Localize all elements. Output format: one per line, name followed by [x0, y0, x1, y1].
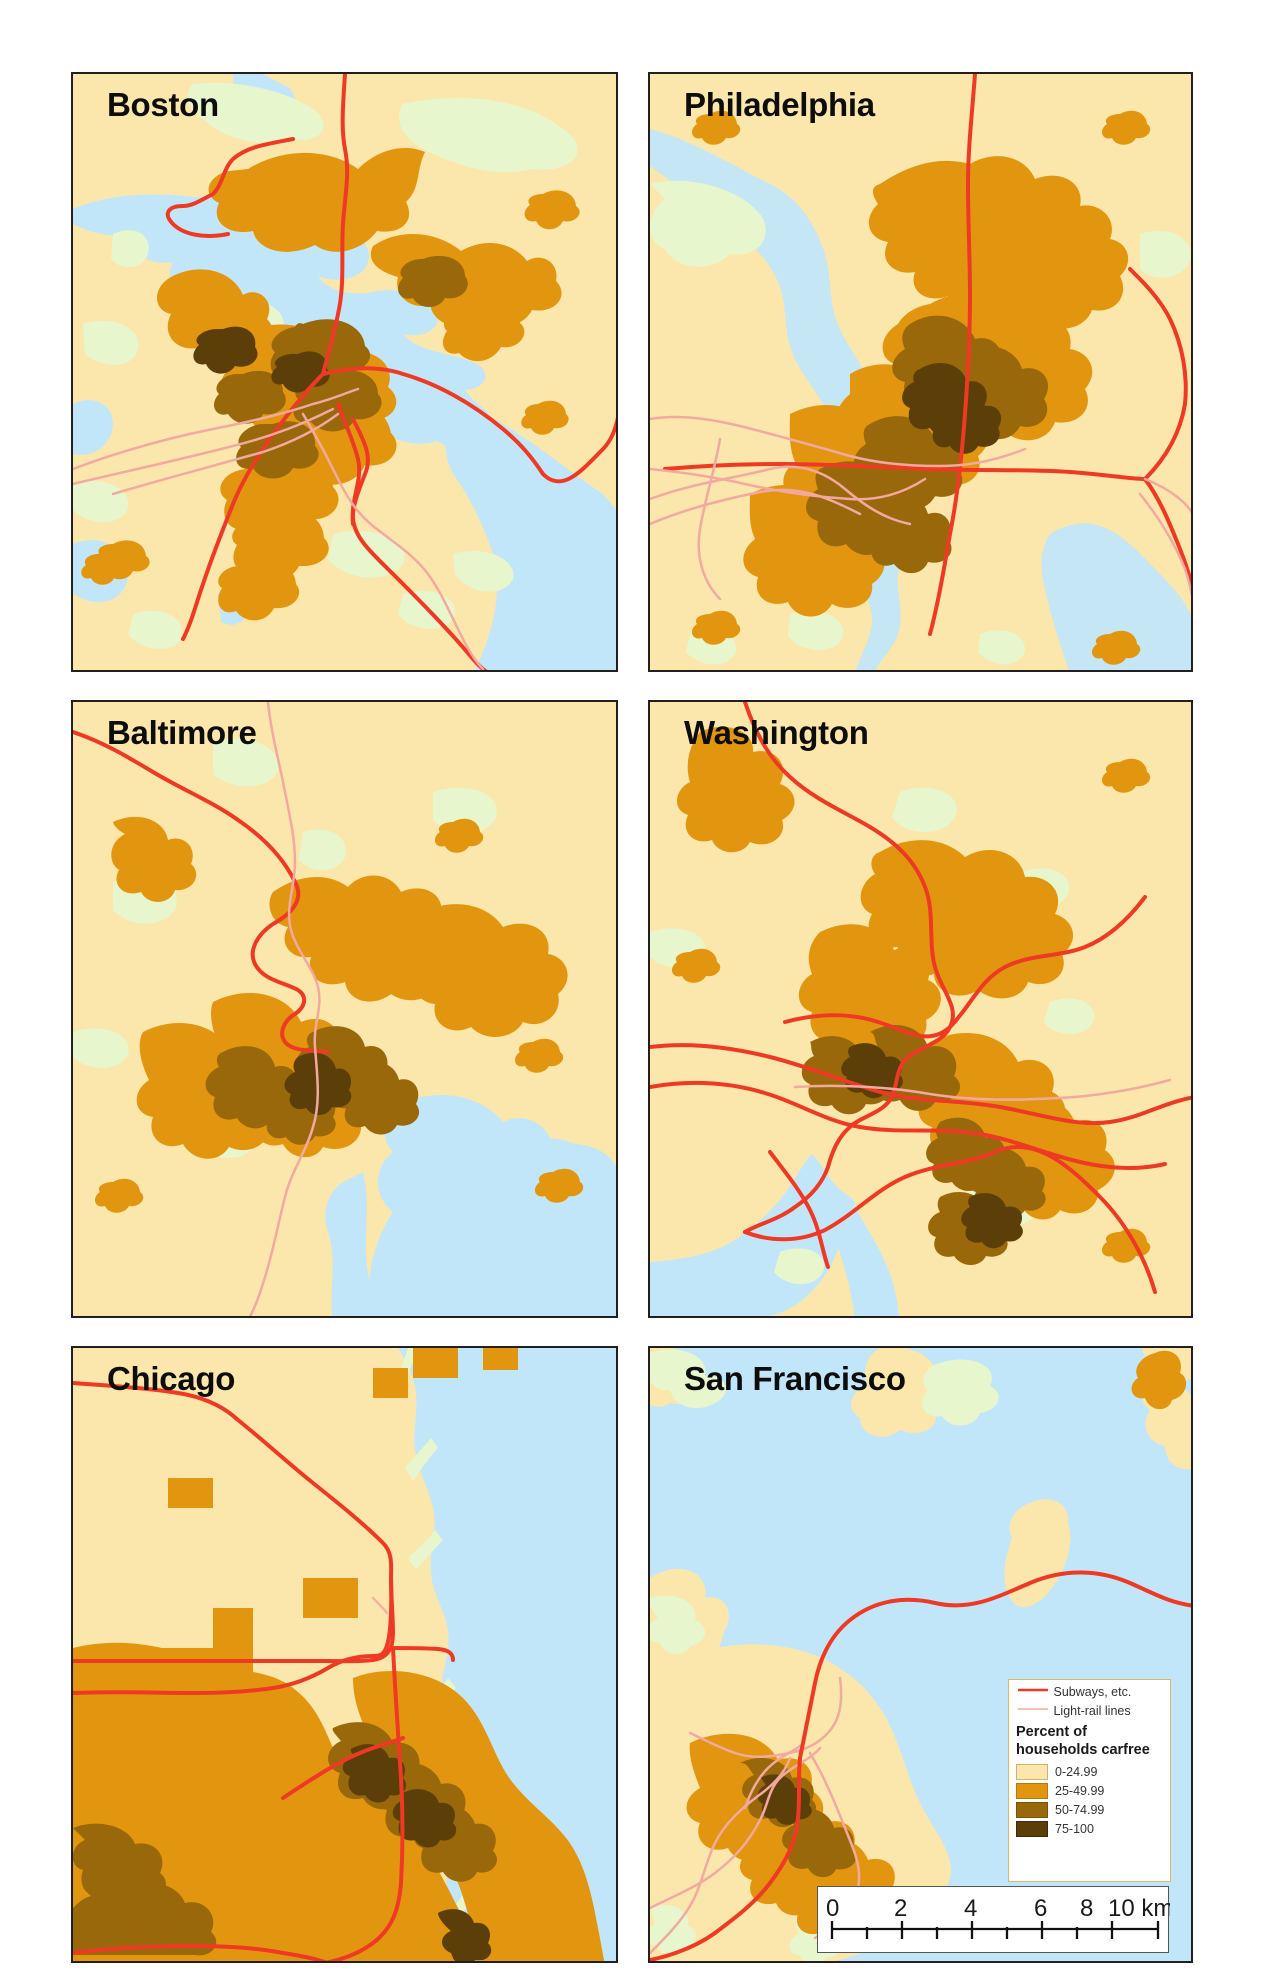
- svg-text:6: 6: [1034, 1895, 1047, 1922]
- svg-text:0: 0: [826, 1895, 839, 1922]
- svg-text:8: 8: [1080, 1895, 1093, 1922]
- svg-text:4: 4: [964, 1895, 977, 1922]
- svg-text:2: 2: [894, 1895, 907, 1922]
- svg-text:10 km: 10 km: [1108, 1895, 1170, 1922]
